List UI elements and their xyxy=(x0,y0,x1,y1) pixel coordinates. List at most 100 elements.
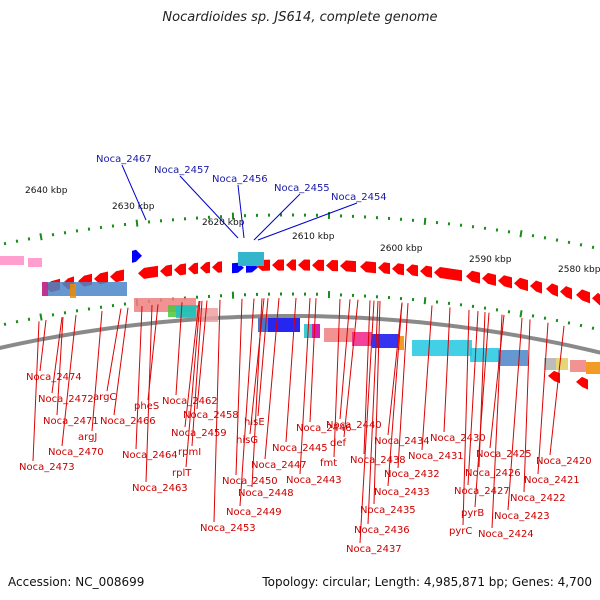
minor-tick-outer xyxy=(531,234,535,238)
minor-tick-inner xyxy=(75,309,79,313)
major-tick-outer xyxy=(231,212,235,220)
label-leader-line-blue xyxy=(237,184,245,239)
label-leader-line xyxy=(549,325,565,456)
minor-tick-inner xyxy=(579,323,583,328)
gene-label-red: Noca_2425 xyxy=(476,449,532,460)
label-leader-line xyxy=(443,307,451,433)
gene-label-red: Noca_2443 xyxy=(286,475,342,486)
label-leader-line xyxy=(175,302,183,396)
minor-tick-inner xyxy=(3,322,7,326)
gene-label-red: Noca_2424 xyxy=(478,529,534,540)
minor-tick-outer xyxy=(447,222,451,226)
minor-tick-inner xyxy=(51,313,55,317)
gene-label-red: Noca_2473 xyxy=(19,462,75,473)
gene-label-red: hisE xyxy=(244,417,265,428)
minor-tick-inner xyxy=(279,292,283,296)
gene-label-red: Noca_2427 xyxy=(454,486,510,497)
label-leader-line xyxy=(257,298,269,417)
gene-label-red: Noca_2422 xyxy=(510,493,566,504)
accession-text: Accession: NC_008699 xyxy=(8,575,145,589)
gene-label-red: def xyxy=(330,438,347,449)
gene-label-blue: Noca_2467 xyxy=(96,154,152,165)
minor-tick-outer xyxy=(399,217,403,221)
minor-tick-inner xyxy=(363,294,367,298)
gene-label-red: argC xyxy=(93,392,116,403)
label-leader-line xyxy=(56,317,64,416)
gene-label-red: rplT xyxy=(172,468,192,479)
label-leader-line xyxy=(213,299,221,523)
label-leader-line xyxy=(462,309,470,526)
minor-tick-inner xyxy=(63,311,67,315)
minor-tick-outer xyxy=(183,217,187,221)
gene-block xyxy=(258,318,300,332)
gene-label-red: Noca_2464 xyxy=(122,450,178,461)
label-leader-line xyxy=(359,300,375,544)
label-leader-line xyxy=(467,311,479,486)
gene-arrow xyxy=(548,370,560,384)
label-leader-line xyxy=(421,305,433,451)
label-leader-line xyxy=(309,298,317,423)
minor-tick-outer xyxy=(147,220,151,224)
label-leader-line xyxy=(491,314,503,529)
gene-label-red: Noca_2445 xyxy=(272,443,328,454)
gene-label-blue: Noca_2454 xyxy=(331,192,387,203)
label-leader-line xyxy=(387,302,403,487)
gene-label-red: Noca_2450 xyxy=(222,476,278,487)
gene-label-red: hisG xyxy=(236,435,258,446)
label-leader-line xyxy=(339,299,351,420)
gene-arrow xyxy=(592,292,600,306)
label-leader-line xyxy=(145,305,153,483)
gene-arrow xyxy=(466,270,480,284)
label-leader-line xyxy=(343,299,359,438)
minor-tick-inner xyxy=(219,294,223,298)
minor-tick-inner xyxy=(375,295,379,299)
minor-tick-inner xyxy=(303,292,307,296)
gene-block xyxy=(176,306,198,318)
label-leader-line xyxy=(537,322,549,475)
gene-arrow xyxy=(286,259,296,271)
minor-tick-outer xyxy=(303,213,307,217)
gene-arrow xyxy=(138,265,158,279)
genome-backbone xyxy=(0,314,600,355)
minor-tick-outer xyxy=(543,236,547,240)
gene-arrow xyxy=(272,259,284,271)
gene-block xyxy=(0,256,24,265)
gene-label-red: pheS xyxy=(134,401,159,412)
gene-arrow xyxy=(378,262,390,275)
label-leader-line xyxy=(185,300,201,468)
label-leader-line xyxy=(235,298,243,476)
minor-tick-inner xyxy=(195,295,199,299)
minor-tick-inner xyxy=(567,321,571,325)
gene-block xyxy=(238,252,264,266)
minor-tick-inner xyxy=(243,293,247,297)
gene-label-blue: Noca_2457 xyxy=(154,165,210,176)
gene-label-red: Noca_2463 xyxy=(132,483,188,494)
gene-label-red: Noca_2430 xyxy=(430,433,486,444)
gene-arrow xyxy=(326,260,338,272)
gene-block xyxy=(70,284,76,298)
minor-tick-outer xyxy=(471,225,475,229)
gene-label-blue: Noca_2456 xyxy=(212,174,268,185)
gene-block xyxy=(352,332,372,346)
major-tick-inner xyxy=(231,291,235,299)
minor-tick-outer xyxy=(375,216,379,220)
label-leader-line xyxy=(363,300,371,455)
gene-arrow xyxy=(576,289,590,304)
gene-arrow xyxy=(392,263,404,276)
gene-arrow xyxy=(360,261,376,274)
minor-tick-outer xyxy=(507,230,511,234)
label-leader-line xyxy=(523,319,531,493)
minor-tick-inner xyxy=(591,326,595,330)
gene-arrow xyxy=(188,262,198,275)
gene-label-red: argJ xyxy=(78,432,97,443)
gene-arrow xyxy=(498,275,512,289)
label-leader-line xyxy=(367,300,379,525)
minor-tick-outer xyxy=(111,224,115,228)
gene-label-red: Noca_2440 xyxy=(326,420,382,431)
label-leader-line-blue xyxy=(253,193,301,241)
gene-label-red: Noca_2420 xyxy=(536,456,592,467)
minor-tick-inner xyxy=(207,294,211,298)
major-tick-outer xyxy=(519,230,523,238)
gene-block xyxy=(570,360,586,372)
